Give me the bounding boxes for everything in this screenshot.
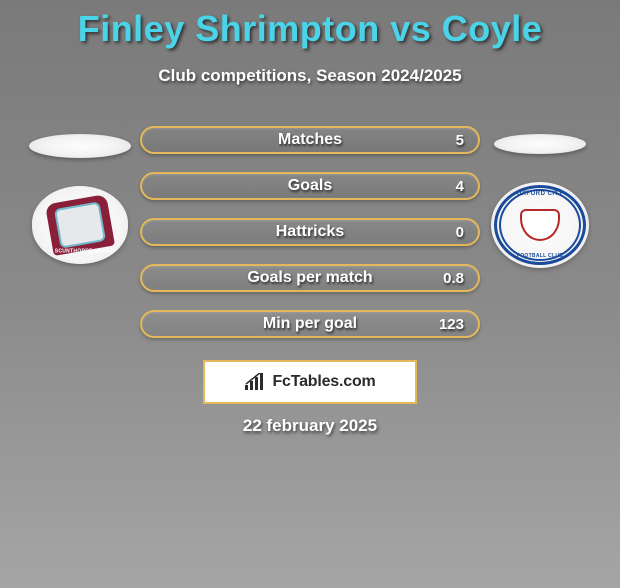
right-club-top-text: OXFORD CITY [517,191,564,197]
stat-value: 5 [424,132,464,149]
compare-area: SCUNTHORPE UNITED Matches 5 Goals 4 Hatt… [0,118,620,338]
stat-label: Goals [196,177,424,195]
subtitle: Club competitions, Season 2024/2025 [0,66,620,86]
stat-row: Matches 5 [140,126,480,154]
player-placeholder-icon [29,134,131,158]
stat-value: 4 [424,178,464,195]
right-player-column: OXFORD CITY FOOTBALL CLUB [480,118,600,268]
brand-box: FcTables.com [203,360,417,404]
stat-row: Goals per match 0.8 [140,264,480,292]
left-club-label: SCUNTHORPE UNITED [55,249,115,255]
stat-row: Goals 4 [140,172,480,200]
stat-row: Min per goal 123 [140,310,480,338]
page-title: Finley Shrimpton vs Coyle [0,8,620,50]
player-placeholder-icon [494,134,586,154]
shield-icon [520,209,560,241]
right-club-badge: OXFORD CITY FOOTBALL CLUB [491,182,589,268]
stats-bars: Matches 5 Goals 4 Hattricks 0 Goals per … [140,118,480,338]
left-club-badge: SCUNTHORPE UNITED [32,186,128,264]
stat-label: Min per goal [196,315,424,333]
right-club-bottom-text: FOOTBALL CLUB [517,253,563,259]
left-player-column: SCUNTHORPE UNITED [20,118,140,264]
stat-value: 123 [424,316,464,333]
stat-label: Goals per match [196,269,424,287]
stat-value: 0.8 [424,270,464,287]
stat-label: Hattricks [196,223,424,241]
badge-ring-icon: OXFORD CITY FOOTBALL CLUB [494,185,586,265]
match-date: 22 february 2025 [0,416,620,436]
stat-row: Hattricks 0 [140,218,480,246]
shield-icon: SCUNTHORPE UNITED [45,194,115,256]
brand-label: FcTables.com [272,373,375,391]
bars-chart-icon [244,373,266,391]
stat-label: Matches [196,131,424,149]
stat-value: 0 [424,224,464,241]
